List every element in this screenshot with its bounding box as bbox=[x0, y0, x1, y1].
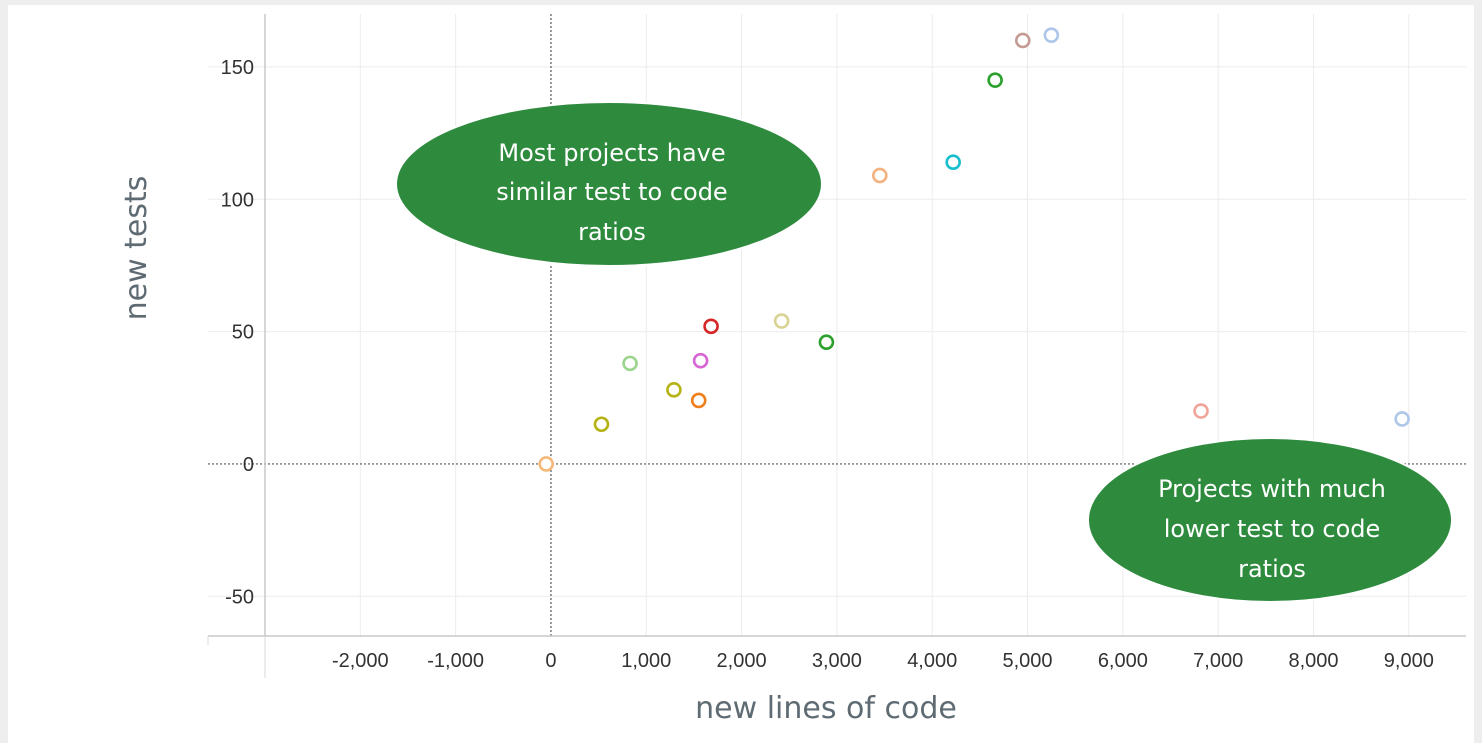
callout-bubble bbox=[395, 101, 823, 267]
data-point bbox=[818, 334, 835, 351]
data-point bbox=[987, 72, 1003, 88]
data-point bbox=[1394, 411, 1410, 427]
x-tick-label: 7,000 bbox=[1193, 650, 1243, 672]
x-tick-label: -2,000 bbox=[332, 650, 389, 672]
callout-line: Most projects have bbox=[498, 139, 725, 167]
y-tick-label: 100 bbox=[221, 189, 254, 211]
x-tick-label: 3,000 bbox=[812, 650, 862, 672]
data-point bbox=[1193, 403, 1209, 419]
x-tick-labels: -2,000 -1,000 0 1,000 2,000 3,000 4,000 5,000 6,… bbox=[332, 650, 1434, 672]
y-tick-label: 0 bbox=[243, 454, 254, 476]
data-point bbox=[773, 313, 790, 329]
data-point bbox=[666, 382, 682, 398]
callout-line: lower test to code bbox=[1164, 515, 1381, 543]
x-tick-label: 9,000 bbox=[1384, 650, 1434, 672]
callout-line: similar test to code bbox=[496, 178, 727, 206]
data-point bbox=[692, 352, 709, 369]
y-tick-label: 150 bbox=[221, 57, 254, 79]
data-point bbox=[593, 416, 610, 433]
axes bbox=[207, 14, 1466, 678]
x-tick-label: 0 bbox=[545, 650, 556, 672]
data-point bbox=[945, 154, 961, 171]
callout-line: Projects with much bbox=[1158, 475, 1386, 503]
callout-bubble bbox=[1087, 437, 1453, 603]
data-points bbox=[538, 27, 1410, 472]
callout-similar-ratios: Most projects have similar test to code … bbox=[395, 101, 823, 267]
data-point bbox=[1043, 27, 1060, 43]
x-tick-label: 8,000 bbox=[1288, 650, 1338, 672]
y-tick-label: 50 bbox=[232, 322, 254, 344]
data-point bbox=[703, 318, 719, 335]
y-tick-label: -50 bbox=[225, 586, 254, 608]
y-tick-labels: -50 0 50 100 150 bbox=[221, 57, 254, 608]
x-tick-label: 2,000 bbox=[717, 650, 767, 672]
callout-line: ratios bbox=[1238, 555, 1306, 583]
x-tick-label: 5,000 bbox=[1003, 650, 1053, 672]
callout-lower-ratios: Projects with much lower test to code ra… bbox=[1087, 437, 1453, 603]
data-point bbox=[690, 392, 707, 409]
data-point bbox=[1014, 32, 1031, 49]
x-axis-title: new lines of code bbox=[695, 691, 957, 726]
x-tick-label: 4,000 bbox=[907, 650, 957, 672]
callout-line: ratios bbox=[578, 218, 646, 246]
data-point bbox=[871, 167, 888, 184]
data-point bbox=[538, 456, 554, 472]
x-tick-label: 1,000 bbox=[621, 650, 671, 672]
data-point bbox=[622, 355, 638, 372]
x-tick-label: -1,000 bbox=[427, 650, 484, 672]
y-axis-title: new tests bbox=[119, 176, 154, 321]
x-tick-label: 6,000 bbox=[1098, 650, 1148, 672]
